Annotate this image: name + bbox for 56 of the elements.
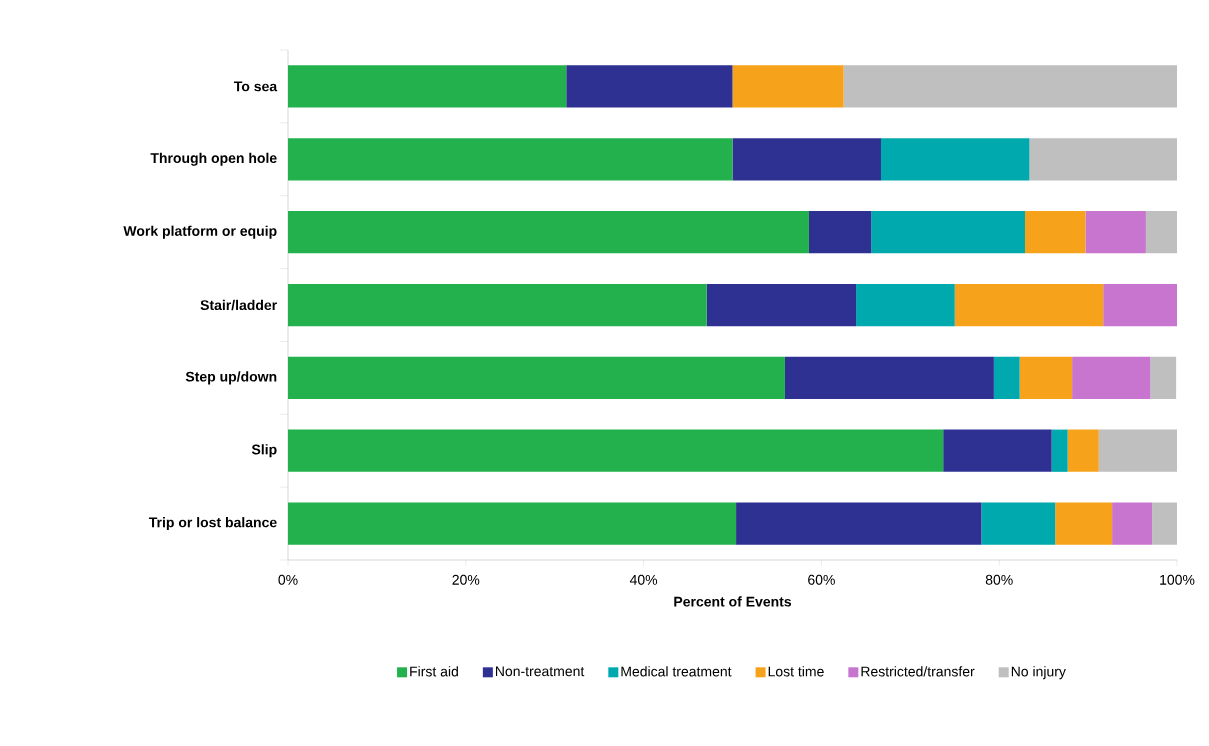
bar	[1150, 356, 1177, 399]
bar	[808, 211, 872, 254]
x-tick-label: 40%	[629, 574, 658, 585]
bar	[1024, 211, 1086, 254]
bar	[1029, 138, 1178, 181]
legend-label: No injury	[1011, 666, 1066, 680]
bar	[856, 283, 955, 327]
bar	[288, 429, 944, 472]
bar	[1103, 283, 1178, 327]
bar	[288, 138, 733, 181]
bar	[706, 283, 857, 327]
legend-label: Non-treatment	[495, 666, 585, 677]
bar	[1085, 211, 1146, 254]
y-tick-label: Step up/down	[185, 371, 277, 385]
y-tick-label: Slip	[251, 444, 277, 458]
bar	[1112, 502, 1153, 545]
bar	[736, 502, 982, 545]
bar	[954, 283, 1104, 327]
bar	[1019, 356, 1073, 399]
y-tick-label: Stair/ladder	[200, 299, 277, 311]
bar	[981, 502, 1056, 545]
bar	[871, 211, 1025, 254]
bar	[843, 65, 1178, 108]
x-tick-label: 80%	[985, 574, 1013, 585]
legend-label: Restricted/transfer	[861, 666, 975, 677]
x-tick-label: 100%	[1160, 574, 1195, 585]
y-tick-label: Through open hole	[150, 152, 277, 166]
y-tick-label: Trip or lost balance	[148, 517, 277, 531]
bar	[1145, 211, 1178, 254]
bar	[732, 138, 881, 181]
bar	[1152, 502, 1178, 545]
bar	[993, 356, 1020, 399]
bar	[1055, 502, 1113, 545]
bar	[288, 65, 567, 108]
x-tick-label: 60%	[808, 574, 835, 585]
y-tick-label: To sea	[233, 81, 278, 92]
y-tick-label: Work platform or equip	[123, 225, 277, 239]
bar	[732, 65, 844, 108]
x-tick-label: 20%	[452, 574, 480, 585]
bar	[288, 211, 809, 254]
bar	[880, 138, 1030, 181]
bar	[288, 502, 737, 545]
bar	[288, 283, 707, 327]
bar	[1067, 429, 1099, 472]
legend-label: First aid	[410, 666, 458, 677]
bar	[288, 356, 785, 399]
bar	[1098, 429, 1178, 472]
x-tick-label: 0%	[278, 574, 298, 585]
x-axis-title: Percent of Events	[674, 596, 792, 607]
bar	[1072, 356, 1151, 399]
bar	[943, 429, 1052, 472]
legend-label: Lost time	[768, 666, 824, 677]
bar	[566, 65, 733, 108]
bar	[784, 356, 994, 399]
legend-label: Medical treatment	[621, 666, 732, 677]
bar	[1051, 429, 1068, 472]
